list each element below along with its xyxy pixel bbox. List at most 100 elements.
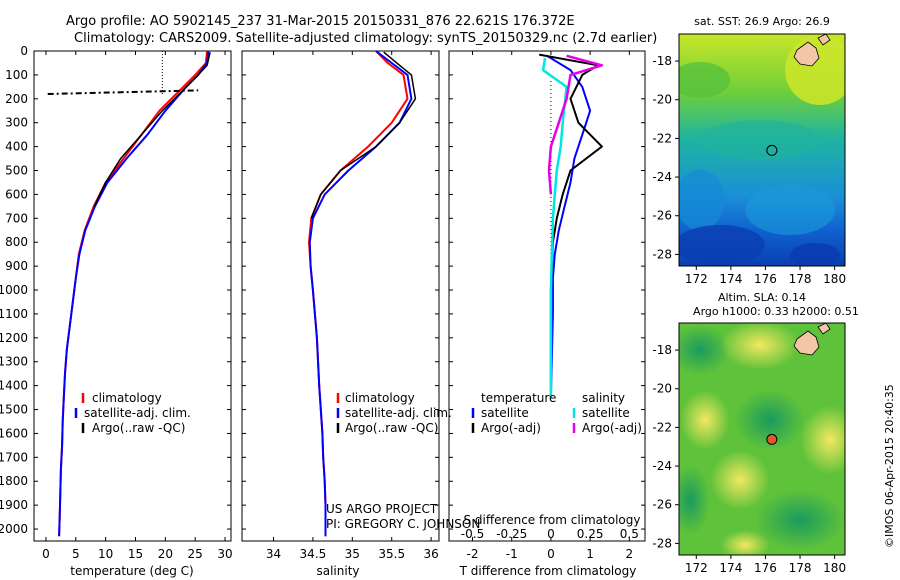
map-x-tick-label: 172 (685, 561, 708, 575)
top-tick-label: 0.25 (577, 527, 604, 541)
depth-tick-label: 0 (20, 44, 28, 58)
series-salinity-satellite (541, 58, 568, 398)
map-y-tick-label: -18 (652, 54, 672, 68)
temperature-panel: 0 5 10 15 20 25 30 (42, 50, 233, 561)
legend-satellite-label: satellite-adj. clim. (84, 406, 191, 420)
map-y-tick-label: -28 (652, 536, 672, 550)
legend-t-satellite-label: satellite (481, 406, 529, 420)
series-argo-raw-qc- (93, 52, 211, 207)
series-climatology (58, 50, 209, 537)
map-x-tick-label: 172 (685, 272, 708, 286)
depth-tick-label: 300 (5, 116, 28, 130)
depth-tick-label: 1900 (0, 498, 28, 512)
map-x-tick-label: 176 (754, 561, 777, 575)
depth-axis-ticks: 0 100 200 300 400 500 600 700 800 900 1000 1100 1200… (0, 44, 645, 536)
x-tick-label: -2 (467, 547, 479, 561)
top-tick-label: -0.25 (496, 527, 527, 541)
fiji-island-shape (793, 330, 820, 356)
t-difference-xlabel: T difference from climatology (459, 564, 637, 578)
argo-location-marker (766, 433, 778, 445)
depth-tick-label: 1300 (0, 355, 28, 369)
map-y-tick-label: -18 (652, 343, 672, 357)
sst-map: sat. SST: 26.9 Argo: 26.9 172 174 176 178 18… (652, 15, 846, 286)
depth-tick-label: 800 (5, 235, 28, 249)
top-tick-label: 0 (547, 527, 555, 541)
x-tick-label: 0 (547, 547, 555, 561)
x-tick-label: 1 (586, 547, 594, 561)
map-x-tick-label: 174 (719, 272, 742, 286)
depth-tick-label: 1100 (0, 307, 28, 321)
x-tick-label: 2 (625, 547, 633, 561)
map-y-tick-label: -24 (652, 459, 672, 473)
x-tick-label: 20 (158, 547, 173, 561)
x-tick-label: 34.5 (300, 547, 327, 561)
series-argo-mixed-layer-marker (47, 89, 199, 95)
x-tick-label: 36 (423, 547, 438, 561)
difference-panel: -2 -1 0 1 2 -0.5 -0.25 0 0.25 0.5 (461, 51, 639, 561)
x-tick-label: 35.5 (378, 547, 405, 561)
map-y-tick-label: -22 (652, 420, 672, 434)
legend-s-argo-label: Argo(-adj) (582, 421, 642, 435)
legend-s-satellite-label: satellite (582, 406, 630, 420)
salinity-xlabel: salinity (316, 564, 359, 578)
legend-t-argo-label: Argo(-adj) (481, 421, 541, 435)
x-tick-label: -1 (506, 547, 518, 561)
legend-climatology-label: climatology (345, 391, 415, 405)
depth-tick-label: 1700 (0, 450, 28, 464)
map-y-tick-label: -26 (652, 498, 672, 512)
depth-tick-label: 400 (5, 140, 28, 154)
map-y-tick-label: -28 (652, 247, 672, 261)
salinity-legend: climatology satellite-adj. clim. Argo(..… (336, 391, 452, 435)
series-satellite-adj-clim- (308, 50, 413, 537)
sla-map-frame (678, 322, 846, 556)
x-tick-label: 25 (188, 547, 203, 561)
sla-map-title-line2: Argo h1000: 0.33 h2000: 0.51 (693, 305, 859, 318)
temperature-legend: climatology satellite-adj. clim. Argo(..… (74, 391, 191, 435)
map-x-tick-label: 180 (823, 561, 846, 575)
top-tick-label: 0.5 (620, 527, 639, 541)
depth-tick-label: 1200 (0, 331, 28, 345)
depth-tick-label: 1400 (0, 379, 28, 393)
depth-tick-label: 700 (5, 211, 28, 225)
map-y-tick-label: -22 (652, 131, 672, 145)
legend-argo-label: Argo(..raw -QC) (92, 421, 185, 435)
sla-map-title-line1: Altim. SLA: 0.14 (718, 291, 806, 304)
temperature-panel-frame (33, 50, 232, 542)
series-temperature-satellite (546, 54, 592, 398)
map-x-tick-label: 178 (789, 561, 812, 575)
argo-location-marker (766, 144, 778, 156)
temperature-xlabel: temperature (deg C) (70, 564, 193, 578)
legend-climatology-label: climatology (92, 391, 162, 405)
sla-map: Altim. SLA: 0.14 Argo h1000: 0.33 h2000:… (652, 291, 859, 575)
series-salinity-argo-adj- (547, 54, 604, 195)
salinity-panel-frame (241, 50, 440, 542)
x-tick-label: 10 (98, 547, 113, 561)
legend-satellite-label: satellite-adj. clim. (345, 406, 452, 420)
map-y-tick-label: -26 (652, 209, 672, 223)
depth-tick-label: 900 (5, 259, 28, 273)
series-argo-raw-qc- (310, 51, 417, 219)
depth-tick-label: 2000 (0, 522, 28, 536)
fiji-island-shape (793, 41, 820, 67)
depth-tick-label: 600 (5, 187, 28, 201)
legend-temperature-title: temperature (481, 391, 556, 405)
series-satellite-adj-clim- (58, 50, 210, 537)
salinity-panel: 34 34.5 35 35.5 36 (266, 50, 439, 561)
depth-tick-label: 500 (5, 164, 28, 178)
x-tick-label: 34 (266, 547, 281, 561)
figure-title-line1: Argo profile: AO 5902145_237 31-Mar-2015… (66, 14, 575, 29)
difference-legend: temperature salinity satellite Argo(-adj… (471, 391, 642, 435)
s-difference-xlabel: S difference from climatology (464, 513, 641, 527)
depth-tick-label: 200 (5, 92, 28, 106)
x-tick-label: 30 (217, 547, 232, 561)
x-tick-label: 0 (42, 547, 50, 561)
figure-title-line2: Climatology: CARS2009. Satellite-adjuste… (74, 31, 657, 46)
imos-timestamp: ©IMOS 06-Apr-2015 20:40:35 (883, 384, 896, 548)
credit-project: US ARGO PROJECT (326, 502, 438, 516)
legend-argo-label: Argo(..raw -QC) (345, 421, 438, 435)
depth-tick-label: 1500 (0, 403, 28, 417)
sst-map-frame (678, 33, 846, 267)
map-y-tick-label: -20 (652, 382, 672, 396)
x-tick-label: 15 (128, 547, 143, 561)
